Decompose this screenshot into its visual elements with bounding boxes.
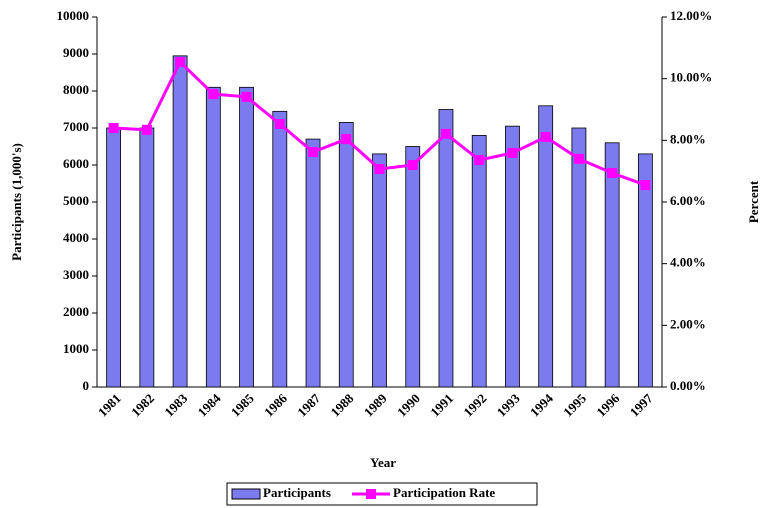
rate-marker bbox=[540, 131, 551, 142]
bar bbox=[637, 153, 653, 388]
y2-tick-label: 8.00% bbox=[670, 131, 706, 146]
y2-tick-label: 12.00% bbox=[670, 8, 712, 23]
rate-marker bbox=[175, 57, 186, 68]
y-tick-label: 3000 bbox=[63, 267, 89, 282]
y-tick-label: 5000 bbox=[63, 193, 89, 208]
rate-marker bbox=[573, 153, 584, 164]
y-tick-label: 8000 bbox=[63, 82, 89, 97]
rate-marker bbox=[241, 91, 252, 102]
y2-tick-label: 6.00% bbox=[670, 193, 706, 208]
y-tick-label: 10000 bbox=[57, 8, 90, 23]
bar bbox=[172, 55, 188, 388]
rate-marker bbox=[274, 118, 285, 129]
bar bbox=[604, 142, 620, 388]
rate-marker bbox=[208, 89, 219, 100]
rate-marker bbox=[374, 164, 385, 175]
bar bbox=[571, 127, 587, 388]
x-axis-title: Year bbox=[370, 455, 396, 470]
legend-label: Participation Rate bbox=[393, 485, 495, 500]
rate-marker bbox=[507, 147, 518, 158]
bar bbox=[438, 109, 454, 388]
bar bbox=[372, 153, 387, 388]
bar bbox=[405, 146, 421, 388]
rate-marker bbox=[607, 168, 618, 179]
rate-marker bbox=[108, 123, 119, 133]
bar bbox=[338, 122, 354, 388]
bar bbox=[538, 105, 554, 388]
x-tick-label: 1981 bbox=[95, 391, 124, 420]
bar bbox=[239, 86, 254, 388]
legend-swatch bbox=[231, 488, 261, 500]
x-tick-label: 1982 bbox=[128, 391, 157, 420]
bar bbox=[471, 134, 487, 388]
x-tick-label: 1991 bbox=[427, 391, 456, 420]
y-tick-label: 4000 bbox=[63, 230, 89, 245]
rate-marker bbox=[407, 160, 418, 170]
bar bbox=[505, 125, 520, 388]
y-tick-label: 9000 bbox=[63, 45, 89, 60]
y2-tick-label: 4.00% bbox=[670, 255, 706, 270]
legend-swatch bbox=[366, 489, 376, 499]
x-tick-label: 1997 bbox=[627, 390, 656, 419]
x-tick-label: 1986 bbox=[261, 390, 290, 419]
x-tick-label: 1984 bbox=[195, 390, 224, 419]
bar bbox=[305, 138, 321, 388]
rate-marker bbox=[341, 134, 352, 145]
bar bbox=[205, 86, 221, 388]
y-axis-title: Participants (1,000's) bbox=[9, 143, 24, 261]
rate-marker bbox=[440, 128, 451, 139]
bar bbox=[139, 127, 155, 388]
x-tick-label: 1990 bbox=[394, 391, 423, 420]
y-tick-label: 7000 bbox=[63, 119, 89, 134]
rate-marker bbox=[640, 180, 651, 191]
x-tick-label: 1993 bbox=[494, 390, 523, 419]
x-tick-label: 1988 bbox=[328, 390, 357, 419]
x-tick-label: 1983 bbox=[161, 390, 190, 419]
x-tick-label: 1996 bbox=[593, 390, 622, 419]
x-tick-label: 1992 bbox=[460, 391, 489, 420]
y2-tick-label: 0.00% bbox=[670, 378, 706, 393]
x-tick-label: 1985 bbox=[228, 390, 257, 419]
x-tick-label: 1994 bbox=[527, 390, 556, 419]
y-tick-label: 6000 bbox=[63, 156, 89, 171]
bar bbox=[106, 127, 122, 388]
y2-tick-label: 2.00% bbox=[670, 316, 706, 331]
y-tick-label: 1000 bbox=[63, 341, 89, 356]
y2-axis-title: Percent bbox=[746, 180, 761, 223]
rate-marker bbox=[474, 155, 485, 166]
x-tick-label: 1995 bbox=[560, 390, 589, 419]
bar bbox=[272, 110, 288, 388]
x-tick-label: 1987 bbox=[294, 390, 323, 419]
x-tick-label: 1989 bbox=[361, 390, 390, 419]
y-tick-label: 2000 bbox=[63, 304, 89, 319]
legend-label: Participants bbox=[263, 485, 331, 500]
y-tick-label: 0 bbox=[83, 378, 90, 393]
rate-marker bbox=[308, 147, 319, 158]
y2-tick-label: 10.00% bbox=[670, 70, 712, 85]
rate-marker bbox=[141, 124, 152, 135]
